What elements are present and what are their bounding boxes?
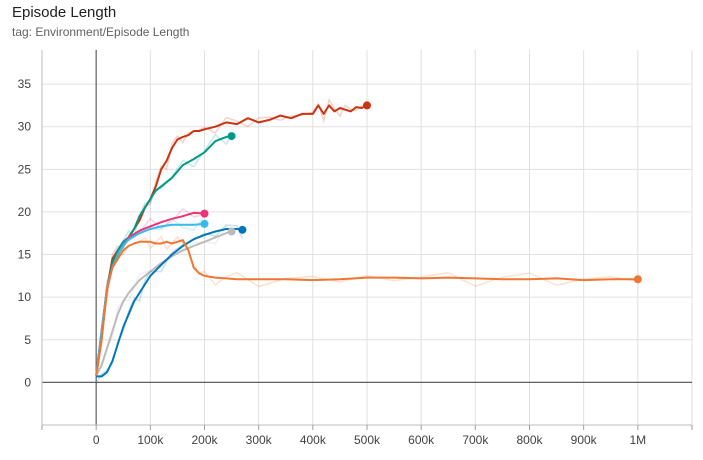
y-tick-label: 5: [24, 333, 31, 347]
series-end-marker[interactable]: [227, 132, 236, 141]
y-tick-label: 15: [18, 248, 32, 262]
x-tick-label: 400k: [300, 433, 327, 447]
x-tick-label: 100k: [137, 433, 164, 447]
series-line[interactable]: [95, 104, 368, 376]
x-tick-label: 200k: [191, 433, 218, 447]
x-tick-label: 1M: [629, 433, 646, 447]
x-tick-label: 900k: [571, 433, 598, 447]
series-end-marker[interactable]: [200, 219, 209, 228]
y-tick-label: 35: [18, 77, 32, 91]
y-tick-label: 30: [18, 120, 32, 134]
series-end-marker[interactable]: [200, 209, 209, 218]
x-axis-ticks: 0 100k 200k 300k 400k 500k 600k 700k 800k 900k 1M: [93, 433, 646, 447]
y-axis-ticks: 0 5 10 15 20 25 30 35: [18, 77, 32, 389]
series-lines: [95, 98, 638, 385]
series-end-marker[interactable]: [227, 227, 236, 236]
x-tick-label: 600k: [408, 433, 435, 447]
axes: [41, 50, 693, 430]
x-tick-label: 300k: [246, 433, 273, 447]
x-tick-label: 700k: [462, 433, 489, 447]
series-line[interactable]: [95, 230, 232, 377]
y-tick-label: 20: [18, 205, 32, 219]
series-end-marker[interactable]: [238, 225, 247, 234]
series-end-markers: [200, 101, 642, 284]
series-end-marker[interactable]: [633, 275, 642, 284]
chart-title: Episode Length: [12, 4, 117, 21]
y-tick-label: 0: [24, 375, 31, 389]
y-tick-label: 25: [18, 162, 32, 176]
series-line[interactable]: [95, 135, 232, 376]
x-tick-label: 500k: [354, 433, 381, 447]
series-line[interactable]: [96, 228, 243, 378]
chart-tag: tag: Environment/Episode Length: [12, 25, 190, 39]
y-tick-label: 10: [18, 290, 32, 304]
x-tick-label: 0: [93, 433, 100, 447]
series-line[interactable]: [95, 239, 638, 376]
x-tick-label: 800k: [516, 433, 543, 447]
series-end-marker[interactable]: [363, 101, 371, 110]
